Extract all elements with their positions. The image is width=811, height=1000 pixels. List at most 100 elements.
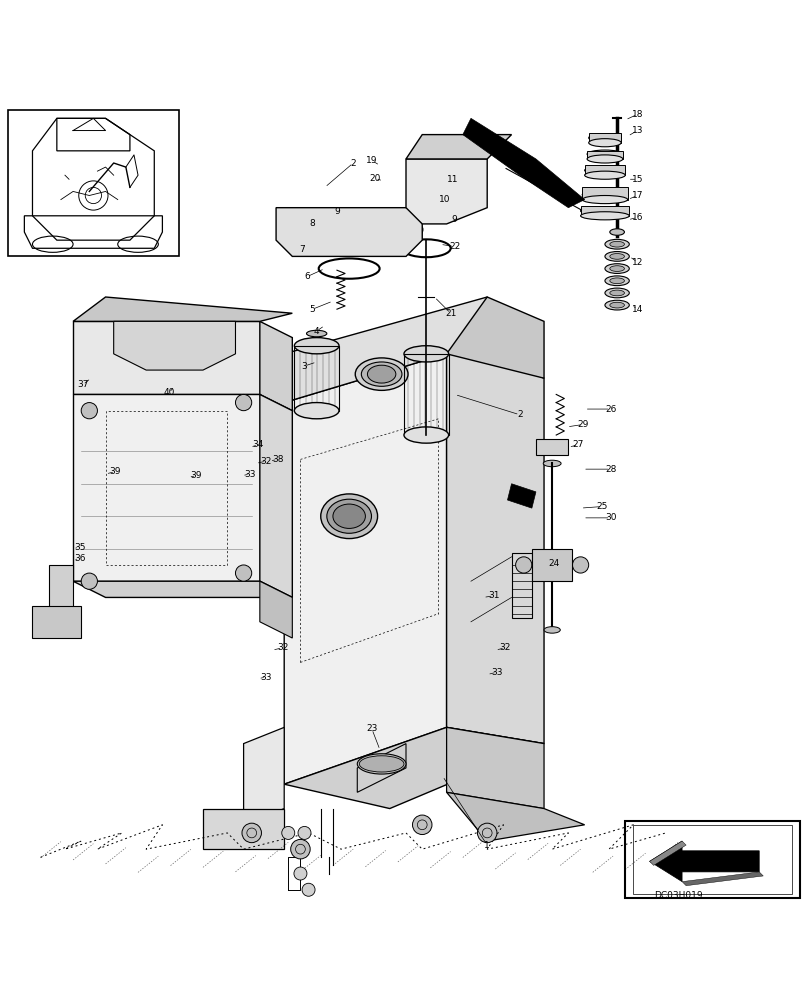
Polygon shape	[284, 727, 543, 809]
Ellipse shape	[581, 191, 627, 199]
Bar	[624, 821, 799, 898]
Ellipse shape	[588, 134, 620, 142]
Bar	[584, 165, 624, 175]
Text: 9: 9	[451, 215, 457, 224]
Ellipse shape	[320, 494, 377, 539]
Text: 28: 28	[604, 465, 616, 474]
Polygon shape	[357, 744, 406, 792]
Text: 33: 33	[244, 470, 255, 479]
Bar	[404, 354, 448, 435]
Ellipse shape	[586, 150, 622, 158]
Circle shape	[410, 223, 423, 236]
Polygon shape	[507, 484, 535, 508]
Polygon shape	[406, 159, 487, 224]
Circle shape	[81, 573, 97, 589]
Circle shape	[412, 815, 431, 835]
Text: 31: 31	[487, 591, 499, 600]
Ellipse shape	[294, 338, 339, 354]
Polygon shape	[406, 135, 511, 159]
Circle shape	[477, 823, 496, 843]
Ellipse shape	[403, 427, 448, 443]
Ellipse shape	[588, 139, 620, 147]
Ellipse shape	[609, 241, 624, 247]
Circle shape	[242, 823, 261, 843]
Text: 30: 30	[604, 513, 616, 522]
Bar	[586, 151, 622, 159]
Ellipse shape	[580, 212, 629, 220]
Bar	[581, 187, 627, 200]
Text: 2: 2	[350, 159, 355, 168]
Text: 26: 26	[604, 405, 616, 414]
Text: 9: 9	[333, 207, 340, 216]
Ellipse shape	[403, 346, 448, 362]
Polygon shape	[462, 118, 584, 208]
Ellipse shape	[543, 460, 560, 467]
Polygon shape	[260, 321, 292, 411]
Polygon shape	[260, 394, 292, 597]
Ellipse shape	[609, 266, 624, 271]
Circle shape	[235, 565, 251, 581]
Circle shape	[281, 230, 294, 243]
Text: 22: 22	[448, 242, 460, 251]
Text: 24: 24	[547, 559, 559, 568]
Text: DC03H019: DC03H019	[653, 891, 702, 900]
Text: 8: 8	[308, 219, 315, 228]
Text: 36: 36	[74, 554, 85, 563]
Text: 32: 32	[260, 457, 272, 466]
Ellipse shape	[604, 239, 629, 249]
Circle shape	[298, 826, 311, 839]
Bar	[588, 133, 620, 143]
Ellipse shape	[609, 229, 624, 235]
Text: 18: 18	[631, 110, 642, 119]
Bar	[294, 346, 338, 411]
Polygon shape	[276, 208, 422, 256]
Bar	[511, 553, 531, 618]
Text: 29: 29	[577, 420, 588, 429]
Text: 2: 2	[517, 410, 521, 419]
Text: 33: 33	[491, 668, 502, 677]
Circle shape	[572, 557, 588, 573]
Ellipse shape	[357, 754, 406, 774]
Polygon shape	[446, 792, 584, 841]
Text: 15: 15	[631, 175, 642, 184]
Polygon shape	[73, 581, 292, 597]
Ellipse shape	[609, 278, 624, 284]
Text: 35: 35	[74, 543, 85, 552]
Ellipse shape	[333, 504, 365, 528]
Ellipse shape	[326, 499, 371, 533]
Text: 33: 33	[260, 673, 272, 682]
Text: 27: 27	[572, 440, 583, 449]
Ellipse shape	[543, 627, 560, 633]
Text: 6: 6	[303, 272, 310, 281]
Ellipse shape	[581, 196, 627, 204]
Polygon shape	[73, 321, 260, 394]
Text: 14: 14	[631, 305, 642, 314]
Ellipse shape	[609, 302, 624, 308]
Text: 34: 34	[252, 440, 264, 449]
Ellipse shape	[367, 365, 395, 383]
Text: 25: 25	[596, 502, 607, 511]
Text: 40: 40	[163, 388, 174, 397]
Text: 39: 39	[109, 467, 121, 476]
Circle shape	[235, 394, 251, 411]
Text: 1: 1	[483, 841, 490, 850]
Polygon shape	[284, 354, 446, 784]
Polygon shape	[73, 297, 292, 321]
Ellipse shape	[580, 207, 629, 215]
Circle shape	[294, 867, 307, 880]
Circle shape	[515, 557, 531, 573]
Polygon shape	[681, 872, 762, 886]
Ellipse shape	[586, 155, 622, 163]
Text: 21: 21	[444, 309, 456, 318]
Ellipse shape	[358, 756, 403, 772]
Ellipse shape	[609, 290, 624, 296]
Polygon shape	[260, 581, 292, 638]
Text: 13: 13	[631, 126, 642, 135]
Polygon shape	[446, 354, 543, 744]
Text: 11: 11	[447, 175, 458, 184]
Ellipse shape	[307, 330, 326, 337]
Polygon shape	[73, 394, 260, 581]
Polygon shape	[32, 606, 81, 638]
Text: 17: 17	[631, 191, 642, 200]
Polygon shape	[243, 727, 284, 825]
